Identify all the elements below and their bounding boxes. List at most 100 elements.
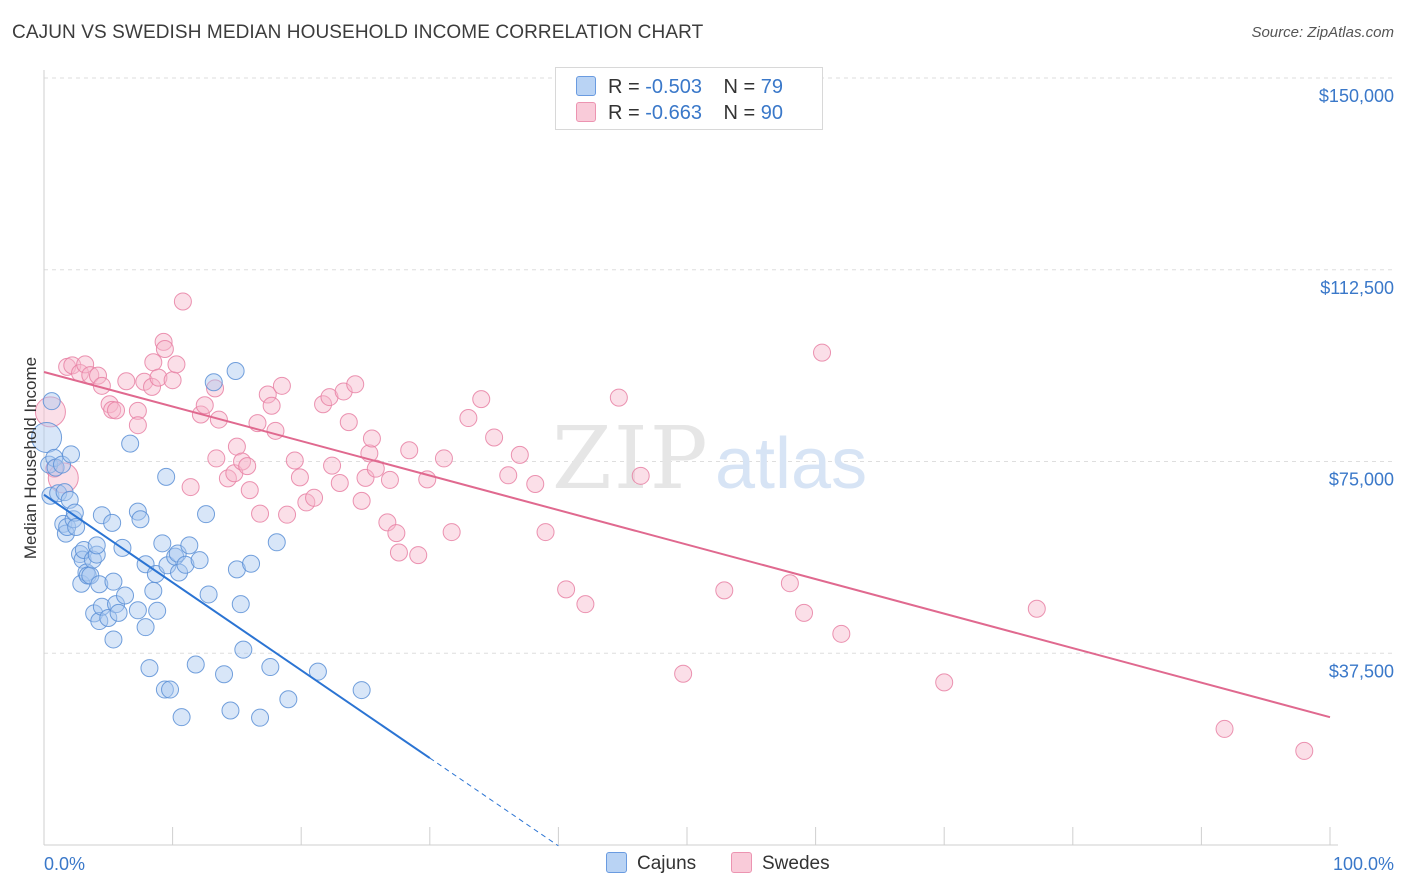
swede-point	[1295, 741, 1314, 760]
swede-point	[207, 449, 226, 468]
swede-point	[155, 340, 174, 359]
swede-point	[314, 395, 333, 414]
cajun-point	[180, 536, 199, 555]
legend-n-label: N =	[723, 76, 756, 98]
swede-point	[576, 595, 595, 614]
cajun-point	[352, 681, 371, 700]
cajun-point	[172, 708, 191, 727]
swede-point	[149, 368, 168, 387]
swede-point	[330, 473, 349, 492]
cajuns-legend-label: Cajuns	[637, 853, 697, 874]
cajun-point	[153, 534, 172, 553]
swede-point	[206, 379, 225, 398]
swedes-swatch	[576, 102, 596, 122]
swede-point	[195, 396, 214, 415]
swede-point	[128, 416, 147, 435]
swede-point	[935, 673, 954, 692]
swede-point	[400, 441, 419, 460]
watermark-zip: ZIP	[552, 409, 710, 509]
legend-row-swedes: R = -0.663 N = 90	[576, 102, 783, 126]
cajun-point	[92, 506, 111, 525]
cajun-point	[99, 608, 118, 627]
swede-point	[631, 466, 650, 485]
swede-point	[63, 356, 82, 375]
swede-point	[181, 478, 200, 497]
cajun-point	[234, 640, 253, 659]
cajun-point	[204, 373, 223, 392]
bottom-legend-swedes: Swedes	[731, 852, 830, 875]
cajun-point	[87, 536, 106, 555]
swede-point	[459, 409, 478, 428]
swede-point	[609, 388, 628, 407]
cajun-point	[67, 517, 86, 536]
swede-point	[128, 401, 147, 420]
cajun-point	[42, 392, 61, 411]
cajun-point	[53, 455, 72, 474]
swedes-legend-label: Swedes	[762, 853, 830, 874]
cajun-point	[148, 601, 167, 620]
swede-point	[352, 491, 371, 510]
cajun-point	[92, 597, 111, 616]
y-tick-label: $37,500	[1329, 661, 1394, 681]
cajun-point	[308, 662, 327, 681]
cajun-point	[226, 361, 245, 380]
swede-point	[143, 377, 162, 396]
swede-point	[262, 396, 281, 415]
swede-point	[76, 355, 95, 374]
swede-point	[715, 581, 734, 600]
swede-point	[251, 504, 270, 523]
swedes-n-value: 90	[760, 102, 784, 124]
cajuns-n-value: 79	[760, 76, 784, 98]
y-tick-label: $150,000	[1319, 86, 1394, 106]
cajuns-swatch	[576, 76, 596, 96]
cajun-point	[65, 503, 84, 522]
swede-point	[510, 445, 529, 464]
cajun-point	[251, 708, 270, 727]
y-tick-label: $75,000	[1329, 470, 1394, 490]
cajun-point	[279, 690, 298, 709]
cajun-point	[170, 563, 189, 582]
swede-point	[305, 488, 324, 507]
swede-point	[557, 580, 576, 599]
swede-point	[163, 371, 182, 390]
bottom-legend-cajuns: Cajuns	[606, 852, 696, 875]
swede-point	[272, 376, 291, 395]
y-axis-label: Median Household Income	[21, 357, 40, 559]
cajun-point	[90, 575, 109, 594]
cajun-point	[197, 505, 216, 524]
cajun-point	[116, 586, 135, 605]
swede-point	[34, 396, 66, 428]
swede-point	[346, 375, 365, 394]
y-tick-label: $112,500	[1320, 278, 1394, 298]
swede-point	[434, 449, 453, 468]
swede-point	[526, 474, 545, 493]
x-tick-label-max: 100.0%	[1333, 854, 1394, 874]
cajun-point	[242, 554, 261, 573]
cajuns-r-value: -0.503	[645, 76, 702, 98]
cajun-point	[231, 595, 250, 614]
cajun-point	[140, 659, 159, 678]
swede-point	[173, 292, 192, 311]
cajun-point	[199, 585, 218, 604]
swede-point	[89, 366, 108, 385]
swede-point	[780, 574, 799, 593]
trend-lines	[43, 371, 1331, 847]
swede-point	[387, 524, 406, 543]
swede-point	[380, 470, 399, 489]
swede-point	[339, 413, 358, 432]
swede-point	[334, 382, 353, 401]
watermark-atlas: atlas	[715, 424, 867, 504]
swede-point	[674, 664, 693, 683]
swede-point	[258, 385, 277, 404]
swedes-r-value: -0.663	[645, 102, 702, 124]
swede-point	[795, 603, 814, 622]
cajun-point	[62, 445, 81, 464]
swedes-trend-line	[43, 371, 1331, 719]
swede-point	[167, 355, 186, 374]
cajun-point	[190, 551, 209, 570]
correlation-legend: R = -0.503 N = 79 R = -0.663 N = 90	[555, 67, 823, 130]
cajun-point	[176, 555, 195, 574]
cajun-point	[58, 517, 77, 536]
swede-point	[813, 343, 832, 362]
swede-point	[832, 624, 851, 643]
